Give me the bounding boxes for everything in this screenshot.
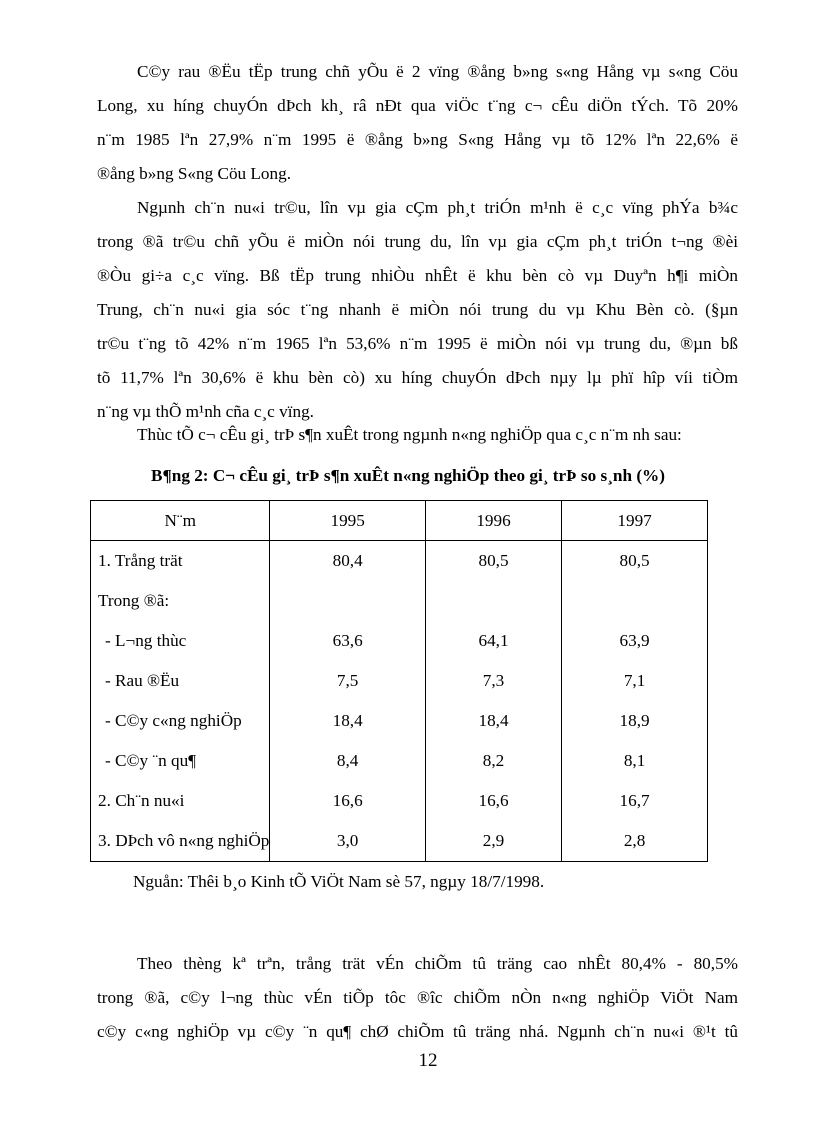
table-row: Trong ®ã: — [89, 581, 708, 621]
header-1996: 1996 — [424, 500, 563, 541]
cell-value: 7,3 — [424, 661, 563, 701]
text-line: c©y c«ng nghiÖp vµ c©y ¨n qu¶ chØ chiÕm … — [97, 1022, 738, 1041]
table-source: Nguån: Thêi b¸o Kinh tÕ ViÖt Nam sè 57, … — [133, 872, 545, 891]
cell-value: 18,4 — [269, 701, 426, 741]
cell-value — [269, 581, 426, 621]
text-line: n¨ng vµ thÕ m¹nh cña c¸c vïng. — [97, 402, 314, 421]
row-label: - C©y c«ng nghiÖp — [89, 701, 271, 741]
header-year: N¨m — [89, 500, 271, 541]
table-row: - Rau ®Ëu 7,5 7,3 7,1 — [89, 661, 708, 701]
page-number: 12 — [418, 1050, 438, 1071]
paragraph-vegetables: C©y rau ®Ëu tËp trung chñ yÕu ë 2 vïng ®… — [97, 55, 738, 191]
table-row: - L­¬ng thùc 63,6 64,1 63,9 — [89, 621, 708, 661]
cell-value: 2,8 — [561, 821, 708, 862]
row-label: 1. Trång trät — [89, 540, 271, 581]
cell-value: 8,4 — [269, 741, 426, 781]
text-line: trong ®ã tr©u chñ yÕu ë miÒn nói trung d… — [97, 232, 738, 251]
cell-value: 16,6 — [424, 781, 563, 821]
row-label: Trong ®ã: — [89, 581, 271, 621]
header-1997: 1997 — [561, 500, 708, 541]
row-label: - C©y ¨n qu¶ — [89, 741, 271, 781]
cell-value: 8,2 — [424, 741, 563, 781]
table-title: B¶ng 2: C¬ cÊu gi¸ trÞ s¶n xuÊt n«ng ngh… — [151, 466, 665, 485]
cell-value: 16,6 — [269, 781, 426, 821]
table-row: 2. Ch¨n nu«i 16,6 16,6 16,7 — [89, 781, 708, 821]
cell-value — [424, 581, 563, 621]
text-line: tr©u t¨ng tõ 42% n¨m 1965 lªn 53,6% n¨m … — [97, 334, 738, 353]
cell-value: 18,9 — [561, 701, 708, 741]
text-line: n¨m 1985 lªn 27,9% n¨m 1995 ë ®ång b»ng … — [97, 130, 738, 149]
table-row: 1. Trång trät 80,4 80,5 80,5 — [89, 540, 708, 581]
text-line: Theo thèng kª trªn, trång trät vÉn chiÕm… — [137, 954, 738, 973]
text-line: ®Òu gi÷a c¸c vïng. Bß tËp trung nhiÒu nh… — [97, 266, 738, 285]
text-line: Trung, ch¨n nu«i gia sóc t¨ng nhanh ë mi… — [97, 300, 738, 319]
cell-value: 3,0 — [269, 821, 426, 862]
row-label: - Rau ®Ëu — [89, 661, 271, 701]
cell-value: 18,4 — [424, 701, 563, 741]
cell-value: 80,5 — [561, 540, 708, 581]
table-intro: Thùc tÕ c¬ cÊu gi¸ trÞ s¶n xuÊt trong ng… — [137, 425, 682, 444]
text-line: tõ 11,7% lªn 30,6% ë khu bèn cò) xu h­ín… — [97, 368, 738, 387]
table-header-row: N¨m 1995 1996 1997 — [89, 500, 708, 541]
paragraph-analysis: Theo thèng kª trªn, trång trät vÉn chiÕm… — [97, 947, 738, 1049]
cell-value: 7,1 — [561, 661, 708, 701]
cell-value — [561, 581, 708, 621]
table-row: - C©y c«ng nghiÖp 18,4 18,4 18,9 — [89, 701, 708, 741]
row-label: - L­¬ng thùc — [89, 621, 271, 661]
cell-value: 2,9 — [424, 821, 563, 862]
text-line: trong ®ã, c©y l­¬ng thùc vÉn tiÕp tôc ®­… — [97, 988, 738, 1007]
table-row: - C©y ¨n qu¶ 8,4 8,2 8,1 — [89, 741, 708, 781]
production-structure-table: N¨m 1995 1996 1997 1. Trång trät 80,4 80,5… — [89, 500, 708, 862]
row-label: 2. Ch¨n nu«i — [89, 781, 271, 821]
cell-value: 80,5 — [424, 540, 563, 581]
text-line: Ngµnh ch¨n nu«i tr©u, lîn vµ gia cÇm ph¸… — [137, 198, 738, 217]
text-line: ®ång b»ng S«ng Cöu Long. — [97, 164, 292, 183]
cell-value: 63,9 — [561, 621, 708, 661]
cell-value: 8,1 — [561, 741, 708, 781]
cell-value: 64,1 — [424, 621, 563, 661]
cell-value: 80,4 — [269, 540, 426, 581]
row-label: 3. DÞch vô n«ng nghiÖp — [89, 821, 271, 862]
header-1995: 1995 — [269, 500, 426, 541]
cell-value: 16,7 — [561, 781, 708, 821]
text-line: C©y rau ®Ëu tËp trung chñ yÕu ë 2 vïng ®… — [137, 62, 738, 81]
cell-value: 7,5 — [269, 661, 426, 701]
table-row: 3. DÞch vô n«ng nghiÖp 3,0 2,9 2,8 — [89, 821, 708, 862]
text-line: Long, xu h­íng chuyÓn dÞch kh¸ râ nÐt qu… — [97, 96, 738, 115]
paragraph-livestock: Ngµnh ch¨n nu«i tr©u, lîn vµ gia cÇm ph¸… — [97, 191, 738, 429]
cell-value: 63,6 — [269, 621, 426, 661]
